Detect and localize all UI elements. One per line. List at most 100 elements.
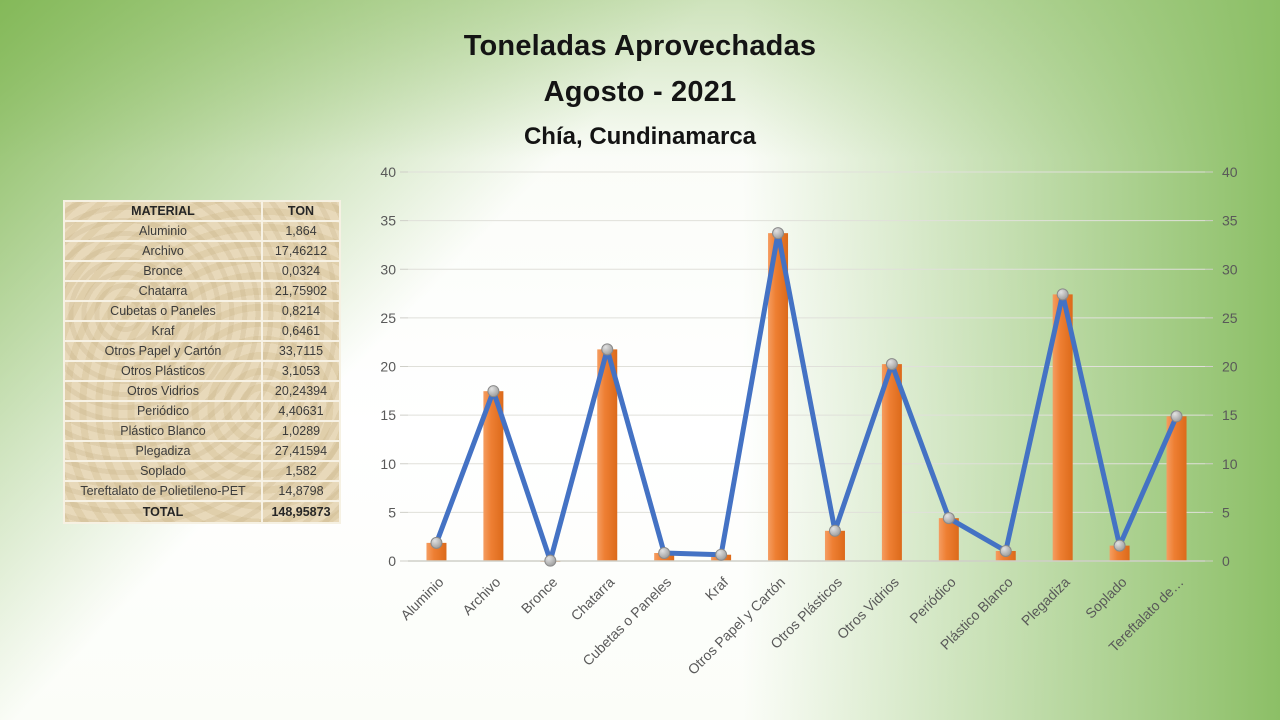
material-cell: Soplado <box>65 462 263 480</box>
y-tick-label-left: 30 <box>380 261 396 277</box>
data-point-marker <box>1170 410 1183 423</box>
y-tick-label-right: 25 <box>1222 310 1238 326</box>
y-tick-label-left: 10 <box>380 456 396 472</box>
x-tick-label: Kraf <box>702 574 732 604</box>
y-tick-label-left: 25 <box>380 310 396 326</box>
bar <box>1052 294 1073 561</box>
data-point-marker <box>430 536 443 549</box>
y-tick-label-left: 40 <box>380 165 396 180</box>
y-tick-label-right: 5 <box>1222 504 1230 520</box>
x-tick-label: Periódico <box>906 574 959 627</box>
y-tick-label-left: 20 <box>380 359 396 375</box>
y-tick-label-left: 35 <box>380 213 396 229</box>
material-cell: Otros Vidrios <box>65 382 263 400</box>
y-tick-label-left: 0 <box>388 553 396 569</box>
data-point-marker <box>828 524 841 537</box>
ton-cell: 1,582 <box>285 463 317 478</box>
data-point-marker <box>658 547 671 560</box>
table-row: Soplado 1,582 <box>65 462 339 482</box>
data-point-marker <box>1056 288 1069 301</box>
table-row: Cubetas o Paneles 0,8214 <box>65 302 339 322</box>
data-point-marker <box>544 554 557 567</box>
material-cell: Tereftalato de Polietileno-PET <box>65 482 263 500</box>
bar <box>1166 416 1187 561</box>
table-row: Bronce 0,0324 <box>65 262 339 282</box>
y-tick-label-right: 40 <box>1222 165 1238 180</box>
y-tick-label-right: 35 <box>1222 213 1238 229</box>
data-point-marker <box>885 358 898 371</box>
data-point-marker <box>487 385 500 398</box>
material-cell: Aluminio <box>65 222 263 240</box>
bar <box>1109 545 1130 561</box>
ton-cell: 4,40631 <box>278 403 324 418</box>
material-cell: Otros Plásticos <box>65 362 263 380</box>
table-row: Otros Plásticos 3,1053 <box>65 362 339 382</box>
bar <box>824 530 845 561</box>
bar <box>938 518 959 561</box>
table-row: Archivo 17,46212 <box>65 242 339 262</box>
ton-cell: 0,0324 <box>281 263 321 278</box>
table-total-row: TOTAL 148,95873 <box>65 502 339 522</box>
ton-cell: 0,6461 <box>281 323 321 338</box>
table-row: Otros Vidrios 20,24394 <box>65 382 339 402</box>
material-cell: Plegadiza <box>65 442 263 460</box>
title-line-1: Toneladas Aprovechadas <box>463 30 817 62</box>
bar <box>483 391 504 561</box>
data-point-marker <box>772 227 785 240</box>
y-tick-label-right: 30 <box>1222 261 1238 277</box>
material-cell: Periódico <box>65 402 263 420</box>
x-tick-label: Aluminio <box>397 574 446 623</box>
y-tick-label-left: 15 <box>380 407 396 423</box>
x-tick-label: Archivo <box>459 574 503 618</box>
table-row: Tereftalato de Polietileno-PET 14,8798 <box>65 482 339 502</box>
y-tick-label-right: 20 <box>1222 359 1238 375</box>
table-row: Otros Papel y Cartón 33,7115 <box>65 342 339 362</box>
bar <box>881 364 902 561</box>
chart-canvas: 0 0 5 5 10 10 15 15 20 20 25 25 30 30 35 35 40 40 Aluminio… <box>380 164 1238 678</box>
y-tick-label-right: 0 <box>1222 553 1230 569</box>
x-tick-label: Otros Papel y Cartón <box>684 574 788 678</box>
material-cell: Kraf <box>65 322 263 340</box>
ton-cell: 3,1053 <box>281 363 321 378</box>
data-point-marker <box>942 512 955 525</box>
material-cell: Cubetas o Paneles <box>65 302 263 320</box>
x-tick-label: Soplado <box>1082 574 1130 622</box>
material-cell: Chatarra <box>65 282 263 300</box>
bar <box>768 233 789 561</box>
material-cell: Otros Papel y Cartón <box>65 342 263 360</box>
material-cell: Plástico Blanco <box>65 422 263 440</box>
table-row: Plástico Blanco 1,0289 <box>65 422 339 442</box>
data-point-marker <box>601 343 614 356</box>
ton-cell: 17,46212 <box>274 243 328 258</box>
title-line-3: Chía, Cundinamarca <box>523 123 757 150</box>
ton-cell: 14,8798 <box>278 483 324 498</box>
ton-cell: 148,95873 <box>271 504 331 519</box>
table-row: Chatarra 21,75902 <box>65 282 339 302</box>
ton-cell: 0,8214 <box>281 303 321 318</box>
x-tick-label: Bronce <box>518 574 561 617</box>
y-tick-label-right: 10 <box>1222 456 1238 472</box>
x-tick-label: Chatarra <box>568 574 618 624</box>
y-tick-label-right: 15 <box>1222 407 1238 423</box>
ton-cell: 1,0289 <box>281 423 321 438</box>
table-header-row: MATERIAL TON <box>65 202 339 222</box>
materials-table: MATERIAL TON Aluminio 1,864 Archivo 17,46212 B… <box>63 200 341 524</box>
ton-cell: 27,41594 <box>274 443 328 458</box>
ton-cell: TON <box>287 203 315 218</box>
material-cell: TOTAL <box>65 502 263 522</box>
table-row: Plegadiza 27,41594 <box>65 442 339 462</box>
material-cell: Bronce <box>65 262 263 280</box>
material-cell: Archivo <box>65 242 263 260</box>
ton-cell: 1,864 <box>285 223 317 238</box>
bar <box>597 349 618 561</box>
page-title: Toneladas Aprovechadas Agosto - 2021 Chí… <box>330 30 950 151</box>
x-tick-label: Plegadiza <box>1018 574 1073 629</box>
table-row: Aluminio 1,864 <box>65 222 339 242</box>
table-row: Periódico 4,40631 <box>65 402 339 422</box>
line-series <box>433 230 1180 564</box>
tonnage-chart: 0 0 5 5 10 10 15 15 20 20 25 25 30 30 35 35 40 40 Aluminio… <box>360 164 1240 710</box>
ton-cell: 20,24394 <box>274 383 328 398</box>
data-point-marker <box>715 548 728 561</box>
table-row: Kraf 0,6461 <box>65 322 339 342</box>
